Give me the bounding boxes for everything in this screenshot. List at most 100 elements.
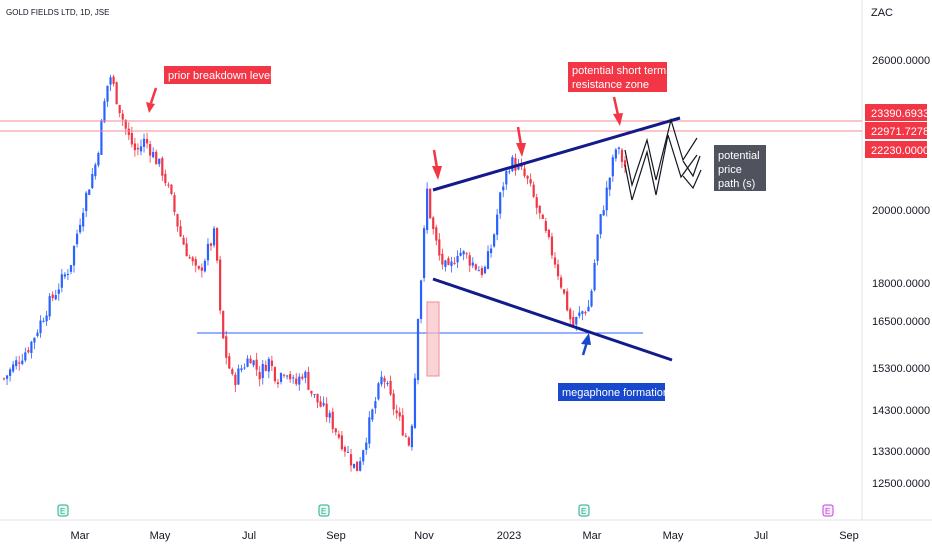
red-arrow-marker-3 bbox=[612, 96, 623, 126]
megaphone-upper-trendline[interactable] bbox=[432, 116, 681, 192]
red-arrow-marker-2 bbox=[516, 126, 526, 157]
candle-body bbox=[191, 257, 194, 262]
candle-body bbox=[298, 376, 301, 385]
candle-body bbox=[471, 262, 474, 266]
candle-body bbox=[279, 373, 283, 382]
annotation-price-path-line2: price bbox=[718, 164, 742, 176]
price-scale-label: 15300.0000 bbox=[872, 363, 930, 375]
candle-body bbox=[106, 85, 109, 102]
candle-body bbox=[121, 113, 124, 120]
time-scale-label: May bbox=[150, 530, 171, 542]
candle-body bbox=[581, 311, 584, 314]
candle-body bbox=[459, 252, 462, 256]
candle-body bbox=[429, 188, 432, 219]
candle-body bbox=[170, 184, 173, 194]
earnings-marker-2[interactable]: E bbox=[318, 504, 330, 517]
candle-body bbox=[60, 274, 63, 288]
annotation-megaphone[interactable]: megaphone formation bbox=[558, 383, 669, 401]
candle-body bbox=[419, 280, 423, 320]
candle-body bbox=[57, 289, 60, 294]
candle-body bbox=[307, 371, 310, 390]
earnings-marker-4[interactable]: E bbox=[822, 504, 834, 517]
candle-body bbox=[468, 255, 471, 266]
candle-body bbox=[462, 251, 465, 255]
candle-body bbox=[139, 146, 143, 152]
candle-body bbox=[444, 260, 447, 267]
candle-body bbox=[234, 374, 237, 386]
candle-body bbox=[249, 358, 252, 364]
earnings-marker-1[interactable]: E bbox=[57, 504, 69, 517]
time-scale-label: Jul bbox=[754, 530, 768, 542]
annotation-price-path[interactable]: potential price path (s) bbox=[714, 145, 766, 191]
candle-body bbox=[286, 375, 289, 377]
price-scale-label: 12500.0000 bbox=[872, 478, 930, 490]
candle-body bbox=[258, 372, 261, 380]
candle-body bbox=[118, 105, 121, 114]
candle-body bbox=[544, 221, 547, 231]
candle-body bbox=[611, 157, 614, 177]
candle-body bbox=[243, 367, 246, 369]
candle-body bbox=[474, 264, 477, 270]
candle-body bbox=[313, 394, 316, 396]
time-scale[interactable]: Mar May Jul Sep Nov 2023 Mar May Jul Sep bbox=[71, 530, 859, 542]
candle-body bbox=[486, 251, 490, 269]
time-scale-label: 2023 bbox=[497, 530, 521, 542]
candle-body bbox=[508, 171, 511, 173]
candle-body bbox=[200, 267, 203, 271]
candle-body bbox=[209, 243, 213, 246]
candle-body bbox=[85, 192, 88, 212]
time-scale-label: Nov bbox=[414, 530, 434, 542]
candle-body bbox=[179, 226, 182, 237]
price-tag-22230: 22230.0000 bbox=[865, 141, 929, 158]
candle-body bbox=[219, 259, 222, 311]
annotation-price-path-line3: path (s) bbox=[718, 178, 755, 190]
candle-body bbox=[496, 214, 499, 235]
candle-body bbox=[383, 377, 386, 382]
candle-body bbox=[541, 214, 544, 219]
earnings-marker-3[interactable]: E bbox=[578, 504, 590, 517]
candle-body bbox=[380, 376, 383, 385]
projected-path-1 bbox=[624, 117, 698, 188]
candle-body bbox=[410, 425, 414, 448]
candle-body bbox=[176, 214, 179, 227]
candle-body bbox=[599, 214, 602, 235]
candle-body bbox=[295, 378, 298, 385]
candle-body bbox=[356, 461, 359, 472]
annotation-price-path-line1: potential bbox=[718, 150, 760, 162]
price-scale-label: 26000.0000 bbox=[872, 55, 930, 67]
candle-body bbox=[563, 289, 566, 294]
candle-body bbox=[164, 173, 167, 184]
candle-body bbox=[155, 151, 158, 165]
megaphone-lower-trendline[interactable] bbox=[432, 277, 673, 362]
time-scale-label: Sep bbox=[839, 530, 859, 542]
candle-body bbox=[36, 332, 39, 336]
annotation-resistance-zone[interactable]: potential short term resistance zone bbox=[568, 62, 667, 92]
candle-body bbox=[456, 256, 459, 263]
candle-body bbox=[489, 248, 493, 254]
price-scale[interactable]: 26000.0000 20000.0000 18000.0000 16500.0000… bbox=[872, 55, 930, 490]
projected-path-arrowhead-2 bbox=[682, 169, 702, 190]
time-scale-label: Mar bbox=[71, 530, 90, 542]
candle-body bbox=[502, 186, 505, 191]
candle-body bbox=[167, 184, 170, 186]
candle-body bbox=[264, 364, 267, 371]
candle-body bbox=[559, 277, 563, 288]
candle-body bbox=[79, 224, 82, 233]
red-arrow-marker-prior-level bbox=[146, 87, 158, 113]
candle-body bbox=[173, 195, 176, 212]
candle-body bbox=[127, 128, 130, 136]
candle-body bbox=[149, 144, 152, 156]
candle-body bbox=[124, 119, 127, 129]
candle-body bbox=[203, 260, 207, 272]
annotation-prior-breakdown[interactable]: prior breakdown level bbox=[164, 66, 273, 84]
candle-body bbox=[404, 435, 407, 437]
symbol-title: GOLD FIELDS LTD, 1D, JSE bbox=[6, 8, 110, 17]
candle-body bbox=[69, 265, 73, 272]
candle-body bbox=[395, 410, 398, 414]
candle-body bbox=[270, 360, 273, 366]
candle-body bbox=[115, 82, 118, 105]
time-scale-label: Mar bbox=[583, 530, 602, 542]
candle-body bbox=[33, 337, 36, 343]
candle-body bbox=[623, 160, 627, 167]
